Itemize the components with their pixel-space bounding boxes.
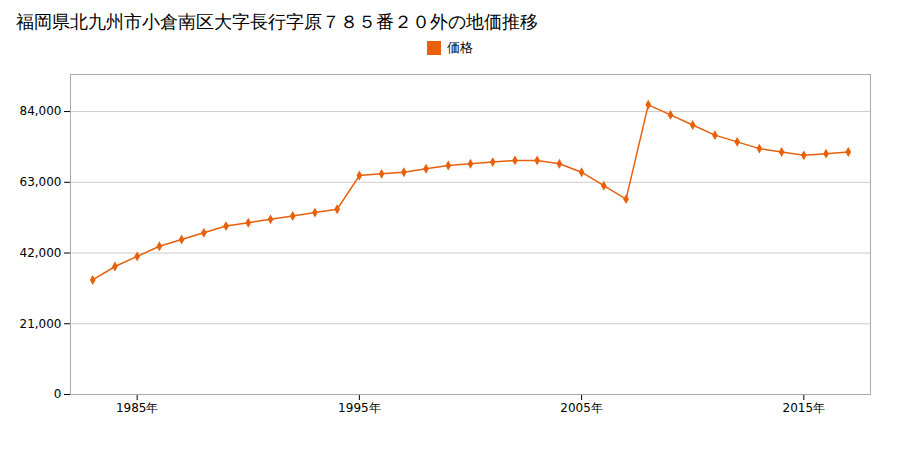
svg-text:42,000: 42,000 [20, 246, 62, 260]
svg-text:21,000: 21,000 [20, 317, 62, 331]
svg-text:2015年: 2015年 [783, 401, 826, 415]
html-text:福岡県北九州市小倉南区大字長行字原７８５番２０外の地価推移: 福岡県北九州市小倉南区大字長行字原７８５番２０外の地価推移 [16, 11, 538, 32]
html-text:価格: 価格 [447, 40, 473, 55]
svg-text:0: 0 [54, 387, 62, 401]
svg-text:84,000: 84,000 [20, 104, 62, 118]
svg-text:1995年: 1995年 [338, 401, 381, 415]
svg-text:1985年: 1985年 [116, 401, 159, 415]
svg-text:63,000: 63,000 [20, 175, 62, 189]
svg-text:2005年: 2005年 [560, 401, 603, 415]
